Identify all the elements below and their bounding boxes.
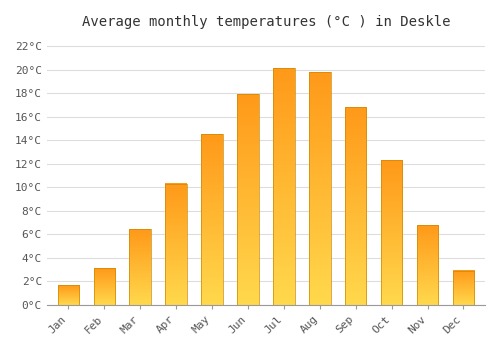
Bar — [237, 94, 258, 304]
Bar — [166, 183, 187, 304]
Bar — [202, 134, 223, 304]
Bar — [130, 229, 151, 304]
Bar — [273, 68, 294, 304]
Bar — [345, 107, 366, 304]
Bar — [309, 72, 330, 304]
Bar — [381, 160, 402, 304]
Bar — [452, 271, 474, 304]
Bar — [58, 285, 79, 304]
Title: Average monthly temperatures (°C ) in Deskle: Average monthly temperatures (°C ) in De… — [82, 15, 450, 29]
Bar — [94, 268, 115, 304]
Bar — [417, 225, 438, 304]
